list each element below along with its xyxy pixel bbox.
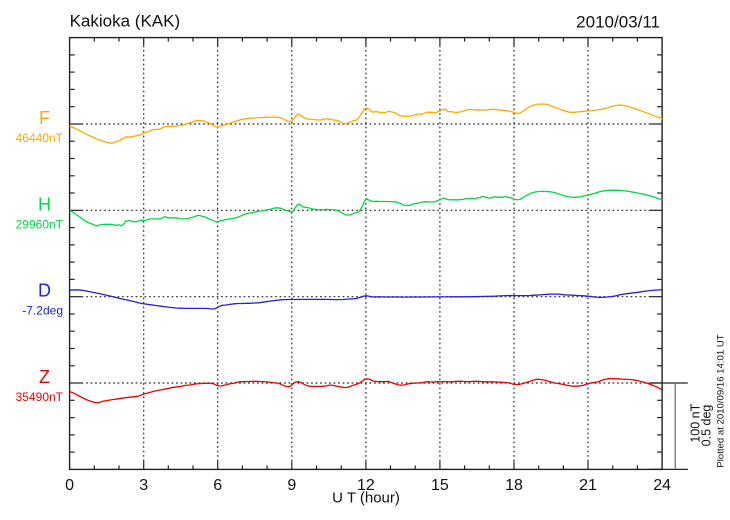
svg-text:46440nT: 46440nT bbox=[16, 131, 64, 145]
svg-text:15: 15 bbox=[431, 477, 449, 494]
svg-text:9: 9 bbox=[287, 477, 296, 494]
svg-text:Plotted at 2010/09/16 14:01 UT: Plotted at 2010/09/16 14:01 UT bbox=[716, 334, 727, 467]
svg-text:H: H bbox=[38, 194, 51, 214]
svg-text:0.5 deg: 0.5 deg bbox=[700, 405, 714, 447]
svg-text:6: 6 bbox=[213, 477, 222, 494]
svg-text:3: 3 bbox=[139, 477, 148, 494]
svg-text:100 nT: 100 nT bbox=[689, 403, 703, 442]
svg-text:D: D bbox=[38, 281, 51, 301]
svg-text:29960nT: 29960nT bbox=[16, 217, 64, 231]
svg-text:35490nT: 35490nT bbox=[16, 390, 64, 404]
svg-text:2010/03/11: 2010/03/11 bbox=[576, 13, 660, 32]
svg-text:18: 18 bbox=[505, 477, 523, 494]
svg-text:-7.2deg: -7.2deg bbox=[22, 304, 63, 318]
svg-text:Kakioka (KAK): Kakioka (KAK) bbox=[70, 12, 181, 31]
svg-text:0: 0 bbox=[65, 477, 74, 494]
svg-text:U T (hour): U T (hour) bbox=[332, 490, 400, 507]
svg-text:21: 21 bbox=[579, 477, 597, 494]
svg-text:Z: Z bbox=[39, 367, 50, 387]
svg-text:12: 12 bbox=[357, 477, 375, 494]
svg-text:F: F bbox=[39, 108, 50, 128]
svg-text:24: 24 bbox=[653, 477, 671, 494]
